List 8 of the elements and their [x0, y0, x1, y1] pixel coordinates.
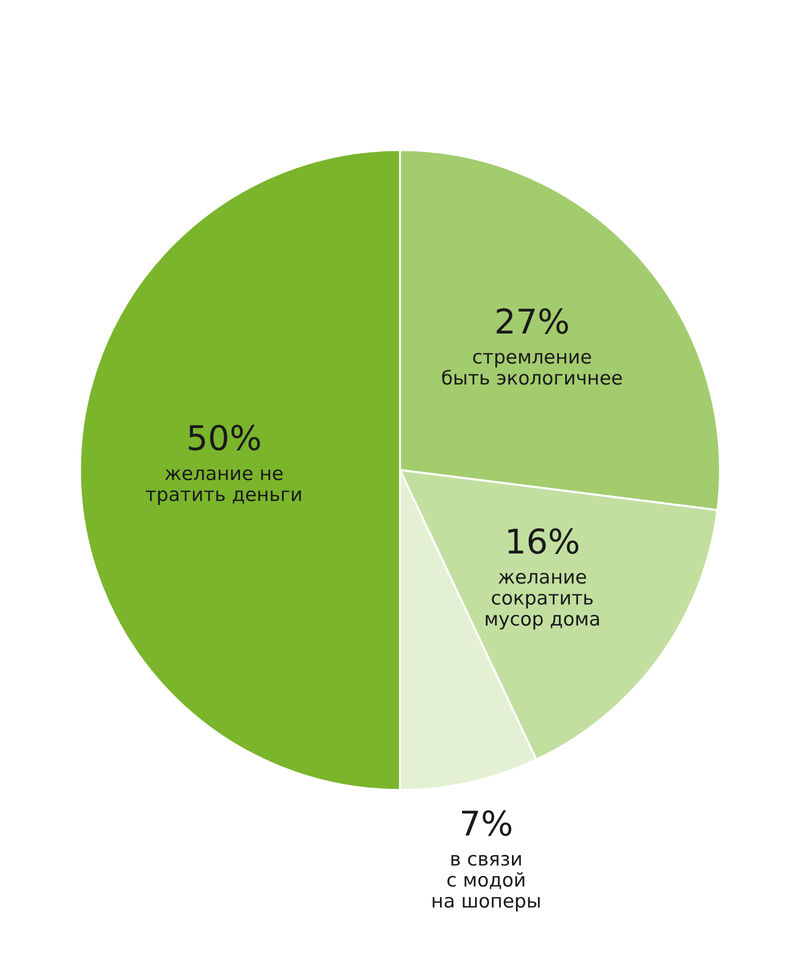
- slice-label: в связи с модой на шоперы: [431, 848, 542, 912]
- slice-label: стремление быть экологичнее: [441, 346, 623, 390]
- slice-label: желание сократить мусор дома: [484, 566, 601, 630]
- data-label: 50%: [186, 419, 262, 459]
- slice-label: желание не тратить деньги: [145, 463, 303, 506]
- data-label: 16%: [504, 522, 580, 562]
- data-label: 7%: [459, 804, 514, 844]
- data-label: 27%: [494, 302, 570, 343]
